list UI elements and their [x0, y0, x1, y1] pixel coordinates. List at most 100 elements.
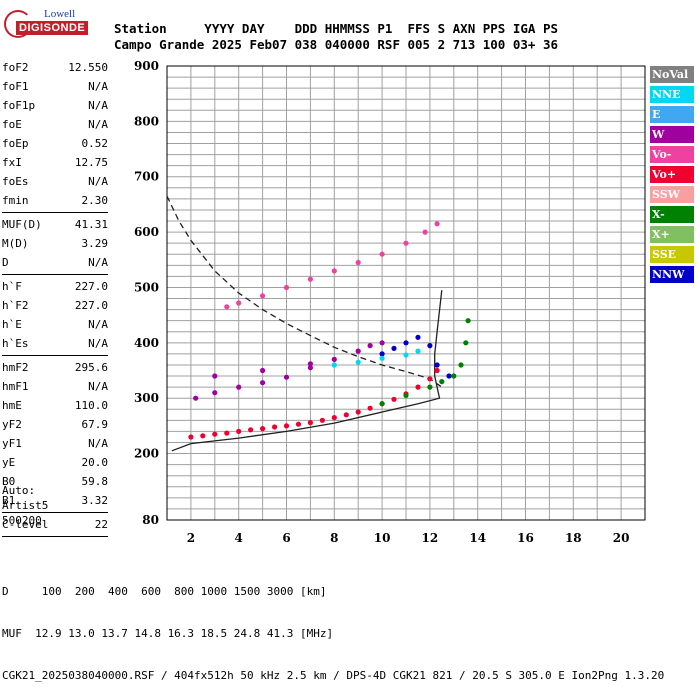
x-tick-label: 4	[235, 531, 243, 545]
param-separator	[2, 512, 108, 513]
data-point	[260, 426, 266, 432]
ionogram-chart: 80 200 300 400 500 600 700 800 900 2 4 6 8 10 12 14 16 18…	[134, 59, 646, 545]
data-point	[463, 340, 469, 346]
param-row: h`Es N/A	[2, 334, 108, 353]
parameter-list: foF2 12.550 foF1 N/A foF1p N/A foE N/A foEp 0.52 f…	[2, 58, 108, 539]
data-point	[331, 362, 337, 368]
data-point	[307, 276, 313, 282]
param-row: h`E N/A	[2, 315, 108, 334]
param-value: 0.52	[81, 137, 109, 150]
param-value: 227.0	[74, 280, 108, 293]
auto-artist: Artist5	[2, 499, 49, 512]
data-point	[367, 405, 373, 411]
data-point	[283, 423, 290, 429]
y-tick-label: 200	[134, 447, 159, 461]
param-name: B0	[2, 475, 16, 488]
muf-curve	[166, 195, 443, 388]
param-value: N/A	[88, 337, 108, 350]
data-point	[236, 428, 242, 434]
legend-item: Vo-	[650, 146, 694, 163]
data-point	[212, 373, 218, 379]
data-point	[343, 412, 349, 418]
legend-item: E	[650, 106, 694, 123]
param-row: foEs N/A	[2, 172, 108, 191]
station-header: Station YYYY DAY DDD HHMMSS P1 FFS S AXN…	[114, 21, 558, 53]
data-point	[427, 384, 433, 390]
data-point	[307, 361, 313, 367]
param-row: foE N/A	[2, 115, 108, 134]
data-point	[200, 433, 206, 439]
legend: NoVal NNE E W Vo- Vo+ SSW X- X+ SSE NNW	[650, 66, 694, 286]
x-tick-label: 18	[565, 531, 582, 545]
param-name: fxI	[2, 156, 22, 169]
param-value: N/A	[88, 80, 108, 93]
param-row: hmF1 N/A	[2, 377, 108, 396]
param-row: foF1 N/A	[2, 77, 108, 96]
data-point	[236, 384, 242, 390]
data-point	[355, 409, 361, 415]
data-point	[355, 359, 361, 365]
data-point	[439, 379, 445, 385]
y-tick-label: 600	[134, 225, 159, 239]
data-point	[331, 356, 337, 362]
data-point	[367, 343, 373, 349]
data-point	[283, 284, 290, 291]
param-name: foF1p	[2, 99, 36, 112]
data-point	[248, 427, 254, 433]
param-row: foEp 0.52	[2, 134, 108, 153]
param-row: B0 59.8	[2, 472, 108, 491]
data-point	[212, 431, 218, 437]
logo-ring	[4, 10, 32, 38]
param-row: hmF2 295.6	[2, 358, 108, 377]
param-value: 20.0	[81, 456, 109, 469]
x-tick-label: 10	[374, 531, 391, 545]
autoscaling-info: Auto: Artist5 500200	[2, 483, 48, 528]
param-row: C-level 22	[2, 515, 108, 534]
data-point	[193, 395, 199, 401]
param-value: 2.30	[81, 194, 109, 207]
param-name: hmE	[2, 399, 22, 412]
param-row: MUF(D) 41.31	[2, 215, 108, 234]
data-point	[379, 355, 385, 361]
data-point	[415, 334, 421, 340]
data-point	[403, 240, 409, 246]
data-point	[212, 390, 218, 396]
param-value: N/A	[88, 175, 108, 188]
param-row: h`F2 227.0	[2, 296, 108, 315]
param-row: D N/A	[2, 253, 108, 272]
param-name: h`E	[2, 318, 22, 331]
footer: D 100 200 400 600 800 1000 1500 3000 [km…	[2, 557, 664, 697]
param-separator	[2, 274, 108, 275]
param-value: N/A	[88, 318, 108, 331]
data-point	[458, 362, 464, 368]
digisonde-logo: Lowell DIGISONDE	[4, 8, 89, 42]
param-value: 22	[94, 518, 108, 531]
param-separator	[2, 212, 108, 213]
param-value: 110.0	[74, 399, 108, 412]
legend-item: X-	[650, 206, 694, 223]
param-value: 67.9	[81, 418, 109, 431]
footer-file-info: CGK21_2025038040000.RSF / 404fx512h 50 k…	[2, 669, 665, 682]
param-name: foEp	[2, 137, 29, 150]
x-tick-label: 12	[422, 531, 439, 545]
data-point	[307, 420, 313, 426]
data-point	[307, 365, 313, 371]
footer-muf-row: MUF 12.9 13.0 13.7 14.8 16.3 18.5 24.8 4…	[2, 627, 334, 640]
x-tick-label: 2	[187, 531, 195, 545]
param-value: N/A	[88, 118, 108, 131]
data-point	[236, 300, 242, 306]
x-tick-label: 20	[613, 531, 630, 545]
data-point	[415, 384, 421, 390]
data-point	[465, 318, 471, 324]
param-value: 12.75	[74, 156, 108, 169]
param-value: N/A	[88, 256, 108, 269]
data-point	[451, 373, 457, 379]
footer-distance-row: D 100 200 400 600 800 1000 1500 3000 [km…	[2, 585, 327, 598]
param-value: N/A	[88, 437, 108, 450]
data-point	[260, 367, 266, 374]
logo-digisonde-text: DIGISONDE	[16, 21, 89, 35]
legend-item: NNE	[650, 86, 694, 103]
param-row: yE 20.0	[2, 453, 108, 472]
y-tick-label: 500	[134, 280, 159, 294]
data-point	[224, 430, 230, 436]
